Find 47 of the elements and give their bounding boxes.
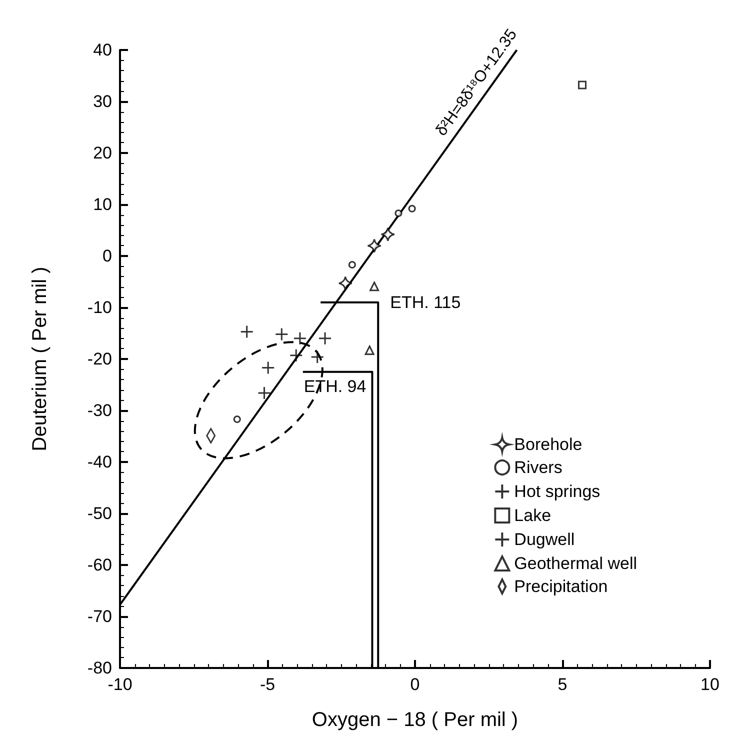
y-axis-title: Deuterium ( Per mil ) (29, 266, 51, 452)
point (289, 348, 303, 362)
point (367, 238, 382, 253)
y-tick-label: -80 (87, 658, 112, 678)
legend-label: Lake (514, 506, 552, 525)
point (240, 324, 254, 338)
y-tick-label: 20 (93, 144, 112, 162)
y-tick-label: -50 (87, 504, 112, 523)
point (578, 80, 587, 90)
y-tick-label: 10 (93, 195, 112, 214)
legend-label: Dugwell (514, 530, 575, 549)
y-tick-label: 30 (93, 92, 112, 111)
point (408, 204, 416, 212)
point (338, 276, 353, 291)
point (261, 361, 275, 375)
x-tick-label: 5 (558, 675, 568, 694)
x-tick-label: -10 (108, 675, 132, 694)
series-label: ETH. 94 (304, 376, 366, 396)
y-tick-label: -10 (87, 298, 112, 317)
point (370, 282, 380, 292)
legend-label: Precipitation (514, 577, 608, 596)
point (318, 332, 332, 346)
series-label: ETH. 115 (390, 292, 461, 312)
point (394, 210, 402, 218)
point (364, 345, 374, 355)
x-tick-label: -5 (260, 675, 276, 694)
point (274, 328, 288, 342)
y-tick-label: -60 (87, 556, 112, 574)
legend-label: Hot springs (514, 482, 600, 501)
y-tick-label: 0 (102, 246, 112, 266)
point (348, 261, 356, 269)
x-axis-title: Oxygen − 18 ( Per mil ) (312, 709, 518, 731)
y-tick-label: -40 (87, 452, 112, 472)
point (380, 227, 396, 242)
point (310, 350, 324, 364)
legend-label: Rivers (514, 458, 562, 477)
point (258, 386, 272, 400)
legend-label: Geothermal well (514, 554, 637, 573)
x-tick-label: 0 (410, 675, 420, 694)
y-tick-label: -30 (87, 401, 112, 420)
y-tick-label: -70 (87, 607, 112, 626)
x-tick-label: 10 (700, 675, 720, 694)
point (233, 416, 241, 424)
point (293, 332, 307, 346)
y-tick-label: -20 (87, 350, 112, 368)
legend-label: Borehole (514, 435, 582, 454)
y-tick-label: 40 (93, 40, 112, 60)
